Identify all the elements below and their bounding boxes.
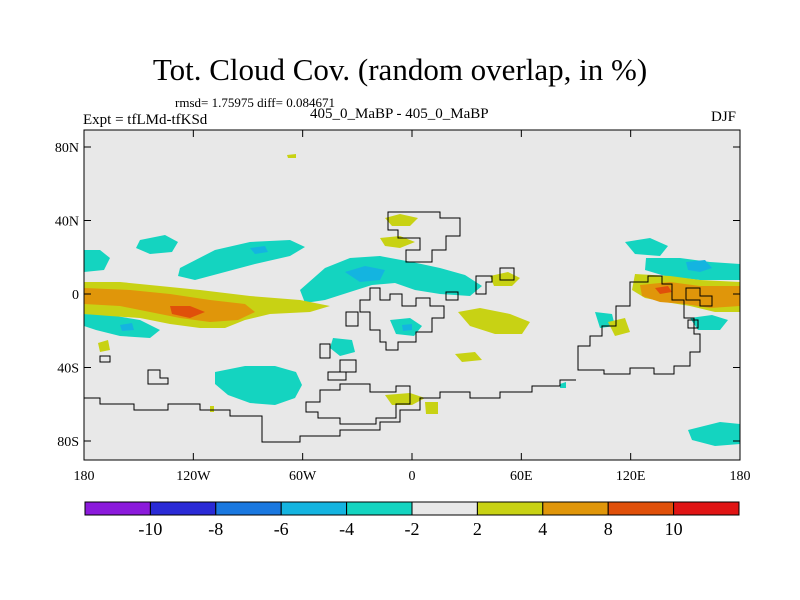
- stats-text: rmsd= 1.75975 diff= 0.084671: [175, 95, 335, 110]
- colorbar-label: -8: [208, 519, 223, 539]
- lon-tick-label: 120E: [616, 469, 646, 484]
- colorbar-label: -4: [339, 519, 354, 539]
- colorbar-swatch: [607, 501, 675, 516]
- peak-anomaly-regions: [170, 286, 672, 318]
- subtitle-label: 405_0_MaBP - 405_0_MaBP: [310, 106, 489, 122]
- lon-tick-label: 120W: [176, 469, 211, 484]
- experiment-label: Expt = tfLMd-tfKSd: [83, 112, 208, 128]
- colorbar-swatch: [476, 501, 544, 516]
- lon-tick-label: 60W: [289, 469, 317, 484]
- colorbar-swatch: [149, 501, 217, 516]
- lat-tick-label: 80S: [57, 435, 79, 450]
- season-label: DJF: [711, 109, 737, 125]
- colorbar-swatch: [346, 501, 413, 516]
- colorbar-swatch: [411, 501, 478, 516]
- colorbar-swatch: [84, 501, 151, 516]
- coastlines: [84, 211, 713, 443]
- lat-tick-label: 0: [72, 288, 79, 303]
- lat-tick-label: 40N: [55, 215, 79, 230]
- colorbar-label: -10: [138, 519, 162, 539]
- lon-tick-label: 180: [730, 469, 751, 484]
- strong-negative-cores: [120, 246, 712, 331]
- lat-tick-label: 80N: [55, 141, 79, 156]
- colorbar-swatch: [673, 501, 740, 516]
- colorbar-label: -6: [274, 519, 289, 539]
- lon-tick-label: 0: [409, 469, 416, 484]
- contour-fields: [84, 154, 740, 446]
- colorbar-label: 10: [665, 519, 683, 539]
- lon-tick-label: 180: [74, 469, 95, 484]
- colorbar-swatch: [280, 501, 348, 516]
- lat-tick-label: 40S: [57, 362, 79, 377]
- colorbar-label: 2: [473, 519, 482, 539]
- colorbar-label: -2: [405, 519, 420, 539]
- lon-tick-label: 60E: [510, 469, 533, 484]
- colorbar: -10 -8 -6 -4 -2 2 4 8 10: [84, 501, 740, 539]
- negative-anomaly-regions: [84, 235, 740, 446]
- longitude-axis: 180 120W 60W 0 60E 120E 180: [74, 130, 751, 484]
- plot-title: Tot. Cloud Cov. (random overlap, in %): [152, 52, 648, 87]
- latitude-axis: 80N 40N 0 40S 80S: [55, 141, 740, 450]
- colorbar-swatch: [215, 501, 282, 516]
- colorbar-swatch: [542, 501, 609, 516]
- colorbar-label: 4: [538, 519, 547, 539]
- colorbar-label: 8: [604, 519, 613, 539]
